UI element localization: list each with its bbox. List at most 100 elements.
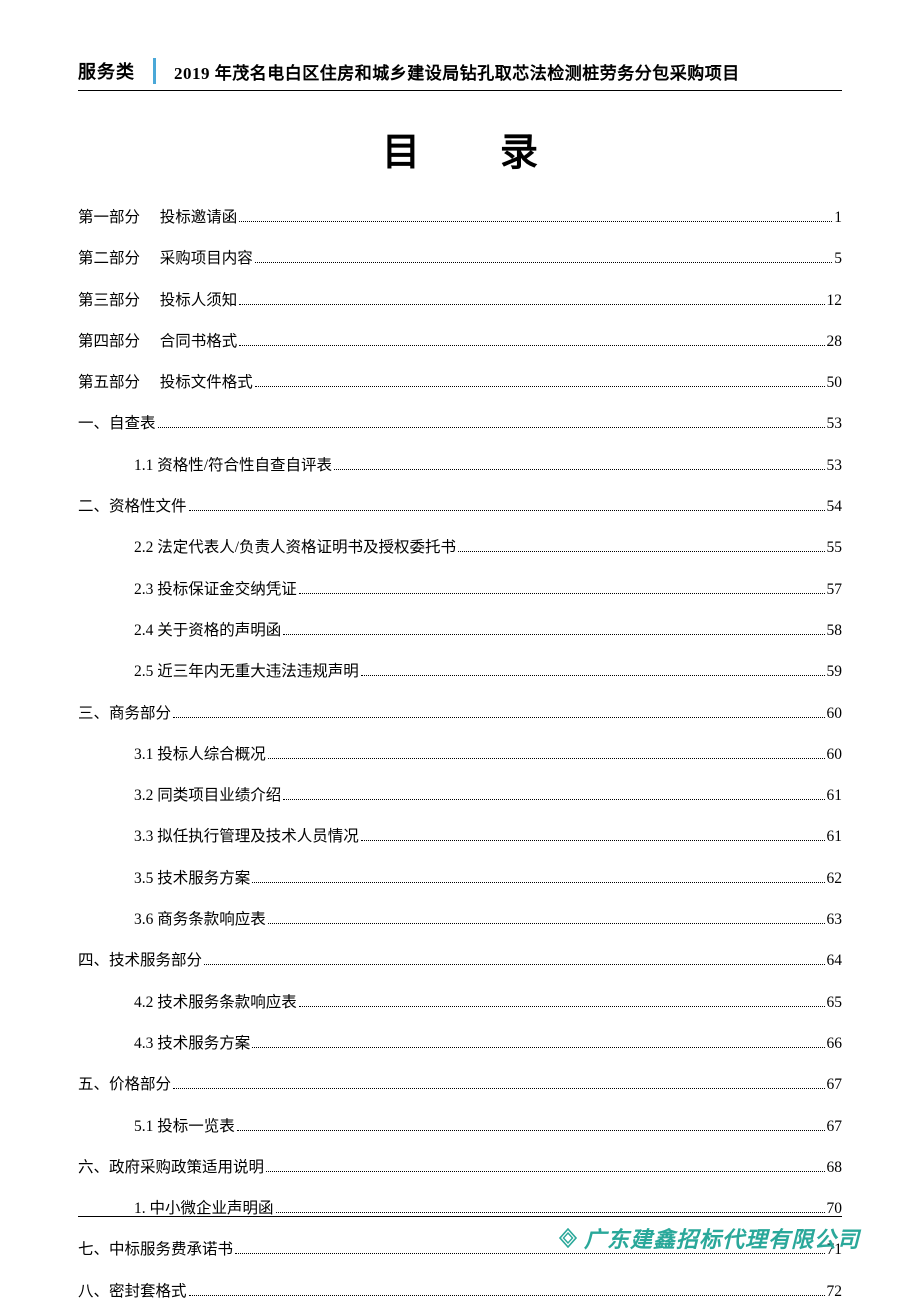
toc-leader-dots [158, 427, 825, 428]
toc-entry-label: 1. 中小微企业声明函 [134, 1197, 274, 1222]
toc-page-number: 53 [827, 412, 843, 437]
toc-page-number: 28 [827, 330, 843, 355]
toc-title: 目录 [78, 121, 842, 176]
toc-page-number: 66 [827, 1032, 843, 1057]
toc-entry: 4.2 技术服务条款响应表65 [78, 991, 842, 1016]
toc-page-number: 61 [827, 784, 843, 809]
footer-divider [78, 1216, 842, 1217]
toc-page-number: 63 [827, 908, 843, 933]
toc-entry: 六、政府采购政策适用说明68 [78, 1156, 842, 1181]
toc-entry-label: 4.3 技术服务方案 [134, 1032, 250, 1057]
toc-entry-label: 四、技术服务部分 [78, 949, 202, 974]
toc-entry: 第一部分 投标邀请函1 [78, 206, 842, 231]
toc-page-number: 60 [827, 743, 843, 768]
toc-label-text: 三、商务部分 [78, 705, 171, 722]
toc-entry-label: 5.1 投标一览表 [134, 1115, 235, 1140]
toc-leader-dots [189, 510, 825, 511]
toc-leader-dots [268, 758, 825, 759]
toc-page-number: 54 [827, 495, 843, 520]
diamond-icon [558, 1228, 578, 1248]
toc-entry-label: 2.3 投标保证金交纳凭证 [134, 578, 297, 603]
toc-entry-label: 3.2 同类项目业绩介绍 [134, 784, 281, 809]
toc-label-text: 4.2 技术服务条款响应表 [134, 994, 297, 1011]
toc-entry: 2.3 投标保证金交纳凭证57 [78, 578, 842, 603]
toc-label-text: 五、价格部分 [78, 1076, 171, 1093]
toc-label-text: 八、密封套格式 [78, 1283, 187, 1300]
toc-entry-label: 4.2 技术服务条款响应表 [134, 991, 297, 1016]
toc-entry-label: 1.1 资格性/符合性自查自评表 [134, 454, 332, 479]
toc-entry: 五、价格部分67 [78, 1073, 842, 1098]
toc-page-number: 55 [827, 536, 843, 561]
toc-entry: 2.4 关于资格的声明函 58 [78, 619, 842, 644]
toc-label-text: 3.1 投标人综合概况 [134, 746, 266, 763]
toc-leader-dots [334, 469, 824, 470]
toc-page-number: 5 [834, 247, 842, 272]
toc-entry: 第四部分 合同书格式28 [78, 330, 842, 355]
toc-entry-label: 2.5 近三年内无重大违法违规声明 [134, 660, 359, 685]
footer-company-name: 广东建鑫招标代理有限公司 [584, 1222, 860, 1254]
toc-page-number: 1 [834, 206, 842, 231]
toc-entry-label: 第二部分 采购项目内容 [78, 247, 253, 272]
toc-entry: 四、技术服务部分 64 [78, 949, 842, 974]
toc-leader-dots [173, 717, 824, 718]
toc-entry: 5.1 投标一览表 67 [78, 1115, 842, 1140]
header-project-title: 2019 年茂名电白区住房和城乡建设局钻孔取芯法检测桩劳务分包采购项目 [174, 59, 740, 84]
table-of-contents: 第一部分 投标邀请函1第二部分 采购项目内容5第三部分 投标人须知12第四部分 … [78, 206, 842, 1305]
toc-entry: 第三部分 投标人须知12 [78, 289, 842, 314]
toc-entry-label: 第五部分 投标文件格式 [78, 371, 253, 396]
toc-page-number: 64 [827, 949, 843, 974]
toc-label-text: 投标文件格式 [160, 374, 253, 391]
toc-label-text: 二、资格性文件 [78, 498, 187, 515]
toc-entry: 3.2 同类项目业绩介绍 61 [78, 784, 842, 809]
toc-label-text: 六、政府采购政策适用说明 [78, 1159, 264, 1176]
toc-leader-dots [458, 551, 824, 552]
toc-page-number: 70 [827, 1197, 843, 1222]
toc-label-text: 5.1 投标一览表 [134, 1118, 235, 1135]
toc-leader-dots [266, 1171, 824, 1172]
toc-entry-label: 3.5 技术服务方案 [134, 867, 250, 892]
toc-leader-dots [276, 1212, 825, 1213]
toc-label-text: 3.6 商务条款响应表 [134, 911, 266, 928]
toc-label-text: 一、自查表 [78, 415, 156, 432]
toc-label-text: 3.5 技术服务方案 [134, 870, 250, 887]
toc-page-number: 53 [827, 454, 843, 479]
toc-leader-dots [173, 1088, 824, 1089]
toc-label-text: 3.2 同类项目业绩介绍 [134, 787, 281, 804]
toc-entry-label: 2.4 关于资格的声明函 [134, 619, 281, 644]
toc-label-text: 四、技术服务部分 [78, 952, 202, 969]
toc-leader-dots [239, 304, 824, 305]
toc-label-text: 投标人须知 [160, 292, 238, 309]
toc-entry: 1. 中小微企业声明函 70 [78, 1197, 842, 1222]
toc-leader-dots [268, 923, 825, 924]
toc-leader-dots [204, 964, 824, 965]
footer-company: 广东建鑫招标代理有限公司 [558, 1222, 860, 1254]
toc-page-number: 58 [827, 619, 843, 644]
toc-leader-dots [299, 1006, 825, 1007]
toc-page-number: 67 [827, 1115, 843, 1140]
toc-page-number: 12 [827, 289, 843, 314]
toc-entry: 1.1 资格性/符合性自查自评表 53 [78, 454, 842, 479]
toc-entry-label: 三、商务部分 [78, 702, 171, 727]
toc-entry: 第二部分 采购项目内容 5 [78, 247, 842, 272]
toc-entry-label: 七、中标服务费承诺书 [78, 1238, 233, 1263]
toc-entry: 3.5 技术服务方案62 [78, 867, 842, 892]
toc-leader-dots [189, 1295, 825, 1296]
toc-label-text: 采购项目内容 [160, 250, 253, 267]
toc-entry-label: 二、资格性文件 [78, 495, 187, 520]
toc-entry: 第五部分 投标文件格式 50 [78, 371, 842, 396]
toc-entry: 二、资格性文件 54 [78, 495, 842, 520]
toc-leader-dots [252, 1047, 824, 1048]
toc-label-text: 合同书格式 [160, 333, 238, 350]
toc-leader-dots [361, 840, 825, 841]
toc-leader-dots [239, 345, 824, 346]
toc-label-text: 1.1 资格性/符合性自查自评表 [134, 457, 332, 474]
toc-entry-label: 六、政府采购政策适用说明 [78, 1156, 264, 1181]
toc-label-text: 投标邀请函 [160, 209, 238, 226]
toc-page-number: 59 [827, 660, 843, 685]
toc-leader-dots [255, 386, 825, 387]
toc-page-number: 50 [827, 371, 843, 396]
toc-label-text: 3.3 拟任执行管理及技术人员情况 [134, 828, 359, 845]
toc-leader-dots [255, 262, 832, 263]
toc-leader-dots [299, 593, 825, 594]
toc-entry: 3.1 投标人综合概况 60 [78, 743, 842, 768]
